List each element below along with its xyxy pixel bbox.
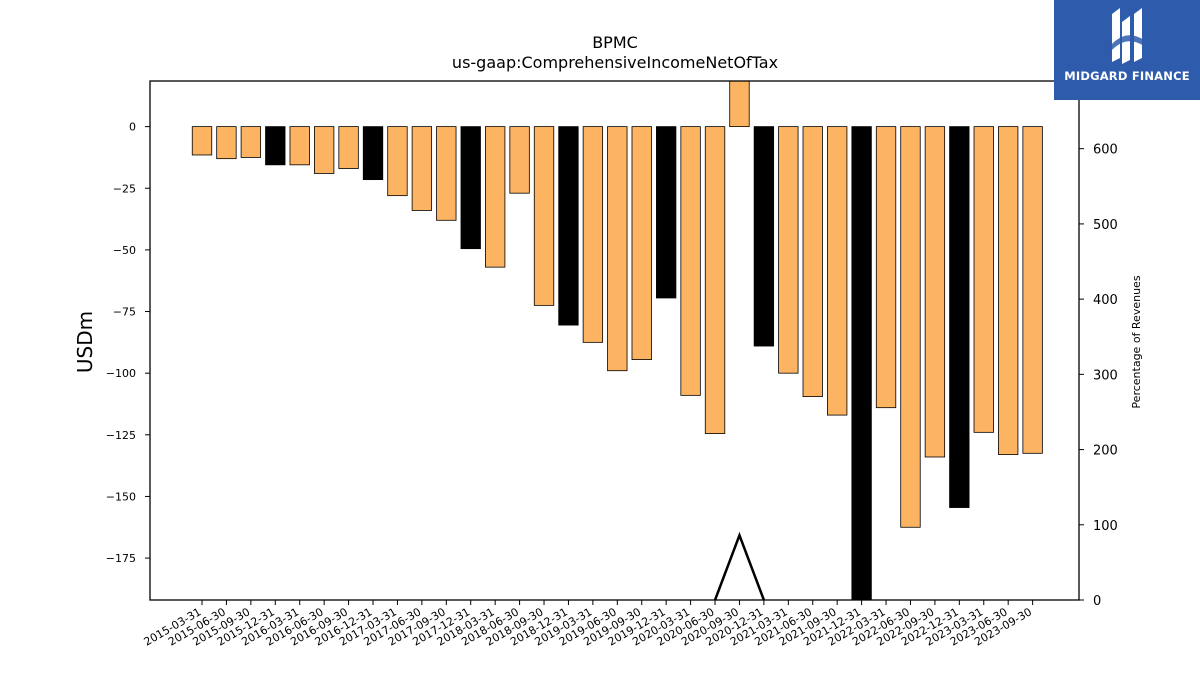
- bar: [631, 126, 652, 361]
- y-tick-label: −150: [106, 490, 136, 503]
- x-axis: 2015-03-312015-06-302015-09-302015-12-31…: [142, 600, 1034, 649]
- bar: [240, 126, 262, 158]
- bar: [924, 126, 946, 458]
- y2-tick-label: 600: [1093, 143, 1118, 158]
- y-tick-label: −25: [113, 182, 136, 195]
- bar: [875, 126, 897, 409]
- left-axis: 0 −25 −50 −75 −100 −125 −150 −175: [106, 121, 150, 565]
- bar: [485, 126, 506, 268]
- bar: [1022, 126, 1043, 454]
- bar: [729, 80, 750, 128]
- y2-axis-label: Percentage of Revenues: [1130, 275, 1143, 408]
- bar: [289, 126, 310, 166]
- y-tick-label: −100: [106, 367, 136, 380]
- y-tick-label: 0: [129, 121, 136, 134]
- line-group: [713, 531, 766, 601]
- bar: [973, 126, 994, 433]
- chart-subtitle: us-gaap:ComprehensiveIncomeNetOfTax: [452, 53, 778, 72]
- bar-group: [191, 80, 1043, 601]
- series-line: [713, 531, 766, 601]
- bar: [387, 126, 408, 197]
- plot-frame: [149, 80, 1080, 601]
- y2-tick-label: 0: [1093, 594, 1101, 609]
- bar: [216, 126, 237, 160]
- bar: [265, 126, 286, 166]
- bar: [582, 126, 604, 343]
- logo-text: MIDGARD FINANCE: [1064, 69, 1190, 83]
- bar: [827, 126, 848, 416]
- bar: [753, 126, 775, 347]
- y2-tick-label: 300: [1093, 368, 1118, 383]
- bar: [509, 126, 530, 194]
- bar: [533, 126, 555, 306]
- bar: [607, 126, 628, 372]
- right-axis: 0 100 200 300 400 500 600: [1079, 143, 1118, 609]
- bar: [656, 126, 677, 299]
- bar: [313, 126, 335, 174]
- bar: [460, 126, 481, 250]
- bar: [998, 126, 1019, 455]
- bar: [949, 126, 970, 508]
- y-tick-label: −125: [106, 429, 136, 442]
- y-tick-label: −50: [113, 244, 136, 257]
- midgard-finance-logo: MIDGARD FINANCE: [1054, 0, 1200, 100]
- bar: [191, 126, 213, 156]
- bar: [362, 126, 384, 181]
- bar: [338, 126, 359, 169]
- y-tick-label: −75: [113, 306, 136, 319]
- bar: [851, 126, 872, 601]
- bar: [778, 126, 799, 374]
- bar: [802, 126, 823, 397]
- bar: [704, 126, 726, 434]
- midgard-mark-icon: [1110, 8, 1144, 64]
- bar: [411, 126, 433, 211]
- y2-tick-label: 400: [1093, 293, 1118, 308]
- y-axis-label: USDm: [73, 311, 97, 373]
- y2-tick-label: 100: [1093, 519, 1118, 534]
- bar: [900, 126, 921, 528]
- y-tick-label: −175: [106, 552, 136, 565]
- chart-title: BPMC: [592, 33, 638, 52]
- y2-tick-label: 500: [1093, 218, 1118, 233]
- y2-tick-label: 200: [1093, 444, 1118, 459]
- bar: [680, 126, 701, 396]
- bar: [558, 126, 579, 326]
- bar: [436, 126, 457, 221]
